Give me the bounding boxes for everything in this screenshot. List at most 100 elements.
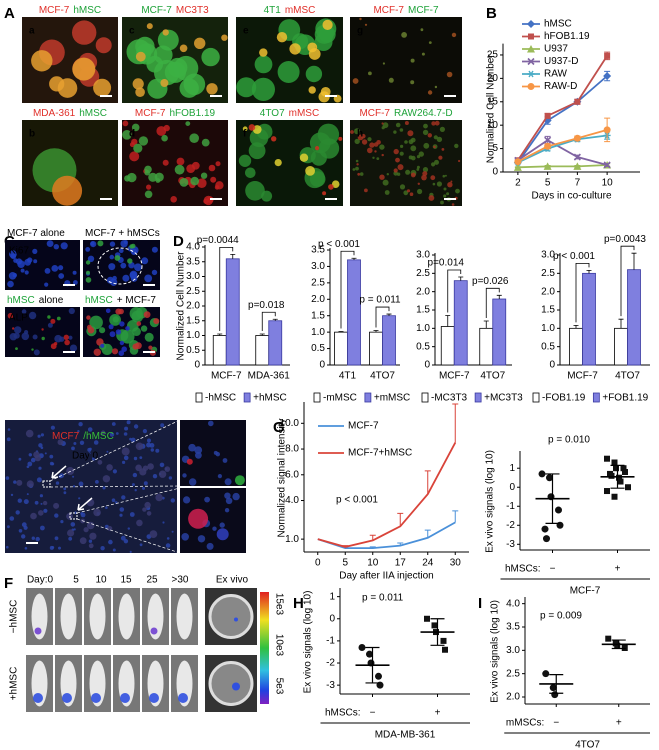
y-axis-label: Ex vivo signals (log 10): [485, 450, 496, 553]
marker: [551, 691, 559, 699]
legend-label: -FOB1.19: [542, 393, 586, 404]
cell: [118, 350, 125, 357]
cell: [318, 26, 336, 43]
cell: [126, 420, 131, 425]
cell: [410, 137, 416, 143]
cell: [92, 457, 96, 461]
error-bar: [397, 542, 404, 546]
marker: [573, 153, 581, 161]
cell: [133, 143, 143, 153]
cell: [132, 343, 139, 350]
cell: [206, 83, 218, 95]
cell: [51, 265, 59, 272]
bar: [614, 327, 628, 366]
cell: [9, 516, 15, 521]
annotation: p = 0.010: [548, 435, 590, 446]
cell: [87, 324, 92, 330]
cell: [134, 263, 142, 272]
cell: [194, 446, 203, 454]
y-tick-label: 3.5: [506, 622, 520, 633]
marker: [603, 161, 611, 169]
marker: [527, 70, 535, 78]
cell: [144, 190, 153, 199]
cell: [106, 464, 113, 471]
x-tick-label: −: [550, 564, 556, 575]
cell: [144, 274, 153, 283]
day-label: 10: [95, 575, 107, 586]
cell: [395, 122, 401, 128]
label-part: MCF-7: [141, 5, 172, 16]
cell: [109, 254, 115, 260]
cell: [109, 241, 116, 247]
x-tick-label: MCF-7: [439, 371, 470, 382]
cell: [67, 529, 75, 537]
cell: [6, 525, 10, 529]
cell: [32, 248, 38, 254]
label-part: MCF7: [52, 431, 80, 442]
legend-label: hFOB1.19: [544, 31, 590, 42]
cell: [53, 502, 60, 509]
cell: [149, 530, 158, 538]
cell: [155, 178, 161, 183]
cell: [188, 508, 209, 529]
cell: [85, 277, 92, 283]
y-tick-label: -2: [326, 658, 335, 669]
cell: [97, 459, 103, 465]
label-part: mMSC: [289, 108, 320, 119]
series-line: [517, 139, 608, 166]
error-bar: [351, 257, 357, 260]
error-bar: [424, 529, 431, 538]
cell: [108, 539, 113, 545]
cell: [206, 542, 214, 550]
significance-bracket: [219, 246, 234, 332]
label-part: hMSC: [73, 5, 101, 16]
series-line: [517, 75, 608, 164]
cell: [299, 153, 309, 162]
marker: [603, 72, 612, 81]
cell: [100, 430, 106, 436]
y-tick-label: 1: [509, 463, 515, 474]
cell: [121, 447, 130, 456]
significance-bracket: [340, 250, 355, 329]
cell: [127, 172, 137, 183]
y-axis-label: Normalized signal intensity: [277, 419, 288, 538]
y-tick-label: 6.0: [285, 469, 299, 480]
y-tick-label: 3.0: [186, 271, 200, 282]
cell: [179, 178, 189, 187]
significance-bracket: [620, 245, 635, 317]
cell: [87, 447, 92, 452]
cell: [420, 28, 424, 32]
y-tick-label: 0: [329, 613, 335, 624]
day-label: 5: [73, 575, 79, 586]
annotation: p=0.0044: [197, 235, 239, 246]
cell: [139, 543, 143, 547]
cell: [123, 432, 128, 436]
cell: [174, 164, 185, 175]
cell: [102, 475, 111, 483]
legend-swatch: [364, 392, 372, 403]
cell: [190, 176, 199, 186]
bar: [369, 331, 383, 366]
legend-label: MCF-7+hMSC: [348, 448, 412, 459]
zoom-line: [49, 485, 181, 488]
cell: [124, 426, 129, 431]
cell: [427, 90, 433, 95]
cell: [430, 175, 436, 181]
cell: [417, 182, 420, 185]
cell: [5, 476, 10, 480]
error-bar: [424, 470, 431, 495]
cell: [185, 121, 191, 126]
signal: [91, 693, 101, 703]
y-tick-label: 3.5: [186, 256, 200, 267]
marker: [513, 163, 522, 171]
cell: [168, 476, 173, 480]
marker: [543, 535, 550, 543]
cell: [139, 456, 143, 459]
cell: [182, 473, 187, 478]
cell: [438, 155, 443, 160]
legend-label: hMSC: [544, 19, 572, 30]
label-part: 4T1: [264, 5, 282, 16]
cell: [118, 308, 124, 315]
cell: [87, 255, 95, 262]
